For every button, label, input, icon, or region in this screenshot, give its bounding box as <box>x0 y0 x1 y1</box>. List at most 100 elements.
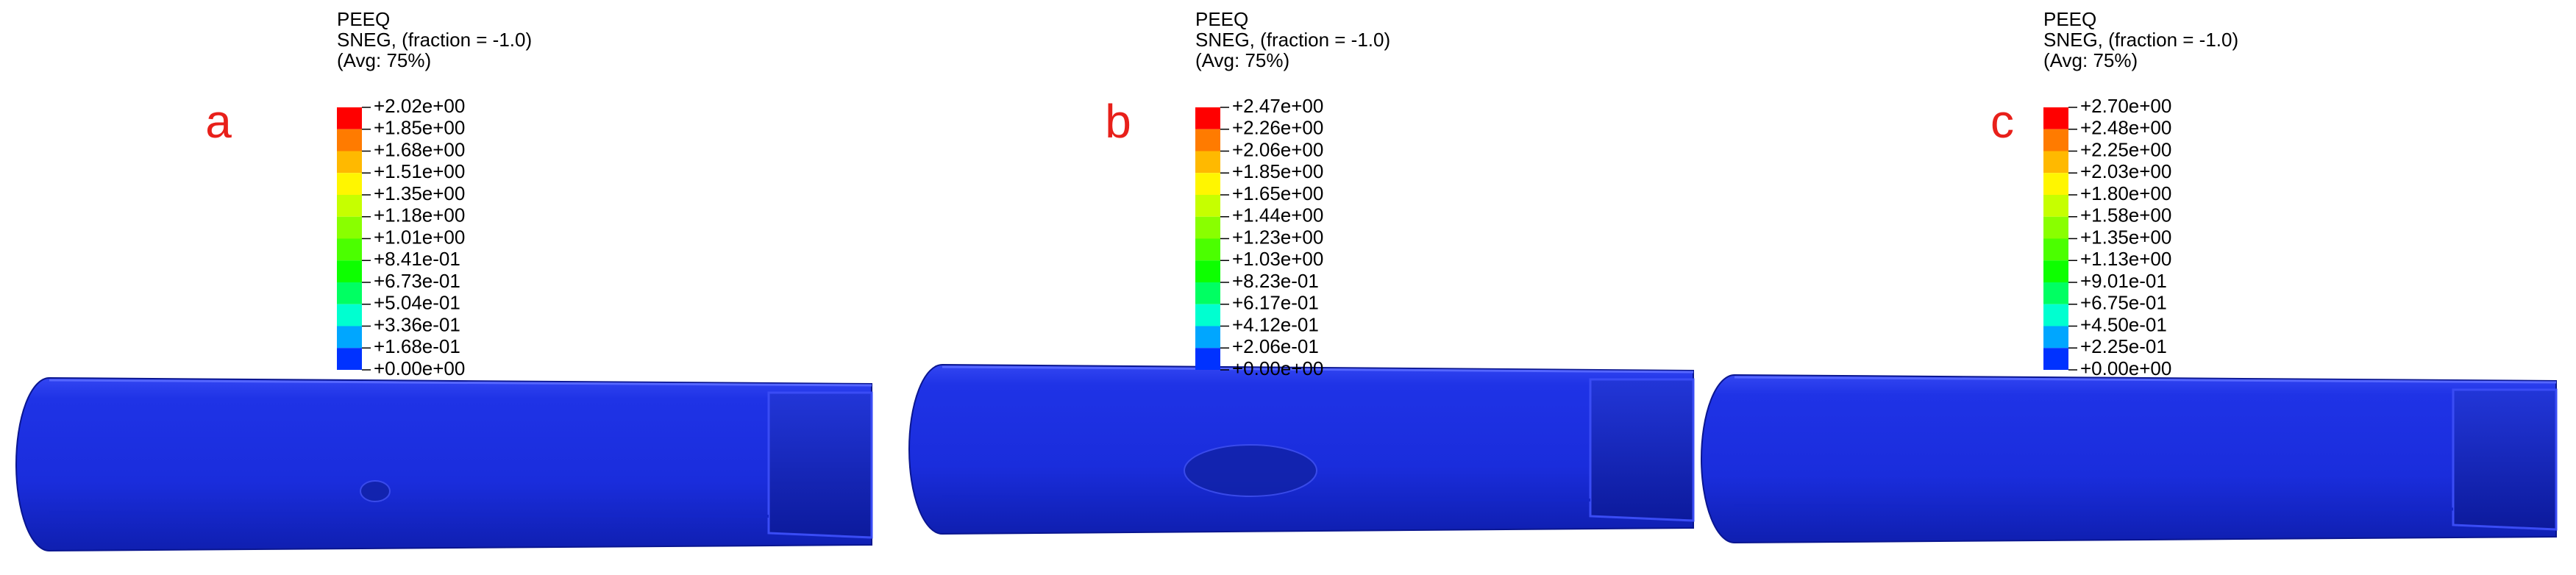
legend-title: (Avg: 75%) <box>337 49 431 71</box>
legend-band <box>2043 151 2068 174</box>
legend-title: PEEQ <box>2043 8 2096 30</box>
legend-title: SNEG, (fraction = -1.0) <box>1195 29 1390 51</box>
legend-value: +1.85e+00 <box>1232 160 1323 182</box>
legend-band <box>337 216 362 239</box>
legend-value: +6.73e-01 <box>374 270 460 292</box>
legend-value: +4.12e-01 <box>1232 313 1319 335</box>
legend-band <box>337 326 362 349</box>
legend-value: +1.35e+00 <box>374 182 465 204</box>
legend-value: +1.68e+00 <box>374 138 465 160</box>
legend-value: +1.18e+00 <box>374 204 465 226</box>
damage-zone <box>360 480 391 502</box>
legend-value: +8.23e-01 <box>1232 270 1319 292</box>
legend-value: +1.13e+00 <box>2080 248 2171 270</box>
legend-value: +2.03e+00 <box>2080 160 2171 182</box>
legend-value: +2.47e+00 <box>1232 95 1323 117</box>
edge-highlight <box>49 379 872 387</box>
legend-band <box>337 173 362 195</box>
legend-value: +6.17e-01 <box>1232 292 1319 314</box>
legend-value: +1.44e+00 <box>1232 204 1323 226</box>
legend-band <box>1195 129 1220 151</box>
legend-band <box>1195 326 1220 349</box>
legend-band <box>1195 238 1220 261</box>
legend-value: +2.06e-01 <box>1232 335 1319 357</box>
legend-title: PEEQ <box>337 8 390 30</box>
legend-band <box>2043 304 2068 326</box>
legend-band <box>1195 282 1220 304</box>
panel-label: a <box>205 95 232 148</box>
legend-value: +3.36e-01 <box>374 313 460 335</box>
legend-band <box>2043 348 2068 370</box>
legend-band <box>2043 282 2068 304</box>
edge-highlight <box>942 365 1694 374</box>
legend-band <box>1195 304 1220 326</box>
legend-band <box>337 195 362 217</box>
legend-value: +1.23e+00 <box>1232 226 1323 248</box>
legend-band <box>2043 107 2068 129</box>
legend-band <box>337 151 362 174</box>
edge-highlight <box>1734 376 2557 384</box>
legend-band <box>2043 238 2068 261</box>
legend-band <box>1195 216 1220 239</box>
legend-band <box>2043 326 2068 349</box>
legend-title: SNEG, (fraction = -1.0) <box>337 29 532 51</box>
legend-value: +4.50e-01 <box>2080 313 2167 335</box>
cylinder-recess <box>2452 388 2558 531</box>
legend-value: +1.80e+00 <box>2080 182 2171 204</box>
legend-band <box>337 260 362 282</box>
legend-band <box>2043 173 2068 195</box>
legend-band <box>337 348 362 370</box>
damage-zone <box>1184 444 1317 497</box>
legend-value: +1.03e+00 <box>1232 248 1323 270</box>
legend-band <box>337 238 362 261</box>
cylinder-recess <box>767 391 873 539</box>
legend-title: (Avg: 75%) <box>2043 49 2138 71</box>
cylinder-body <box>15 376 872 552</box>
legend-band <box>2043 195 2068 217</box>
legend-band <box>1195 348 1220 370</box>
legend-title: (Avg: 75%) <box>1195 49 1289 71</box>
legend-band <box>1195 195 1220 217</box>
legend-value: +5.04e-01 <box>374 292 460 314</box>
cylinder-body <box>1701 374 2557 544</box>
cylinder-recess <box>1589 378 1695 522</box>
legend-value: +2.02e+00 <box>374 95 465 117</box>
legend-value: +1.51e+00 <box>374 160 465 182</box>
legend-value: +1.58e+00 <box>2080 204 2171 226</box>
legend-value: +2.25e-01 <box>2080 335 2167 357</box>
legend-title: PEEQ <box>1195 8 1248 30</box>
legend-value: +2.06e+00 <box>1232 138 1323 160</box>
legend-band <box>2043 129 2068 151</box>
edge-shade <box>1734 504 2454 511</box>
legend-value: +0.00e+00 <box>1232 357 1323 379</box>
legend-band <box>2043 216 2068 239</box>
legend-title: SNEG, (fraction = -1.0) <box>2043 29 2238 51</box>
legend-value: +1.85e+00 <box>374 117 465 139</box>
legend-band <box>1195 151 1220 174</box>
legend-band <box>337 282 362 304</box>
panel-label: c <box>1990 95 2014 148</box>
legend-value: +1.65e+00 <box>1232 182 1323 204</box>
legend-value: +0.00e+00 <box>374 357 465 379</box>
legend-band <box>2043 260 2068 282</box>
legend-value: +9.01e-01 <box>2080 270 2167 292</box>
legend-value: +2.25e+00 <box>2080 138 2171 160</box>
cylinder-body <box>908 363 1694 535</box>
legend-band <box>337 304 362 326</box>
edge-shade <box>942 495 1591 501</box>
legend-band <box>1195 107 1220 129</box>
legend-value: +6.75e-01 <box>2080 292 2167 314</box>
legend-band <box>337 129 362 151</box>
panel-label: b <box>1105 95 1131 148</box>
legend-value: +1.35e+00 <box>2080 226 2171 248</box>
legend-value: +2.70e+00 <box>2080 95 2171 117</box>
legend-value: +2.26e+00 <box>1232 117 1323 139</box>
legend-band <box>337 107 362 129</box>
legend-band <box>1195 260 1220 282</box>
legend-value: +2.48e+00 <box>2080 117 2171 139</box>
legend-value: +1.68e-01 <box>374 335 460 357</box>
